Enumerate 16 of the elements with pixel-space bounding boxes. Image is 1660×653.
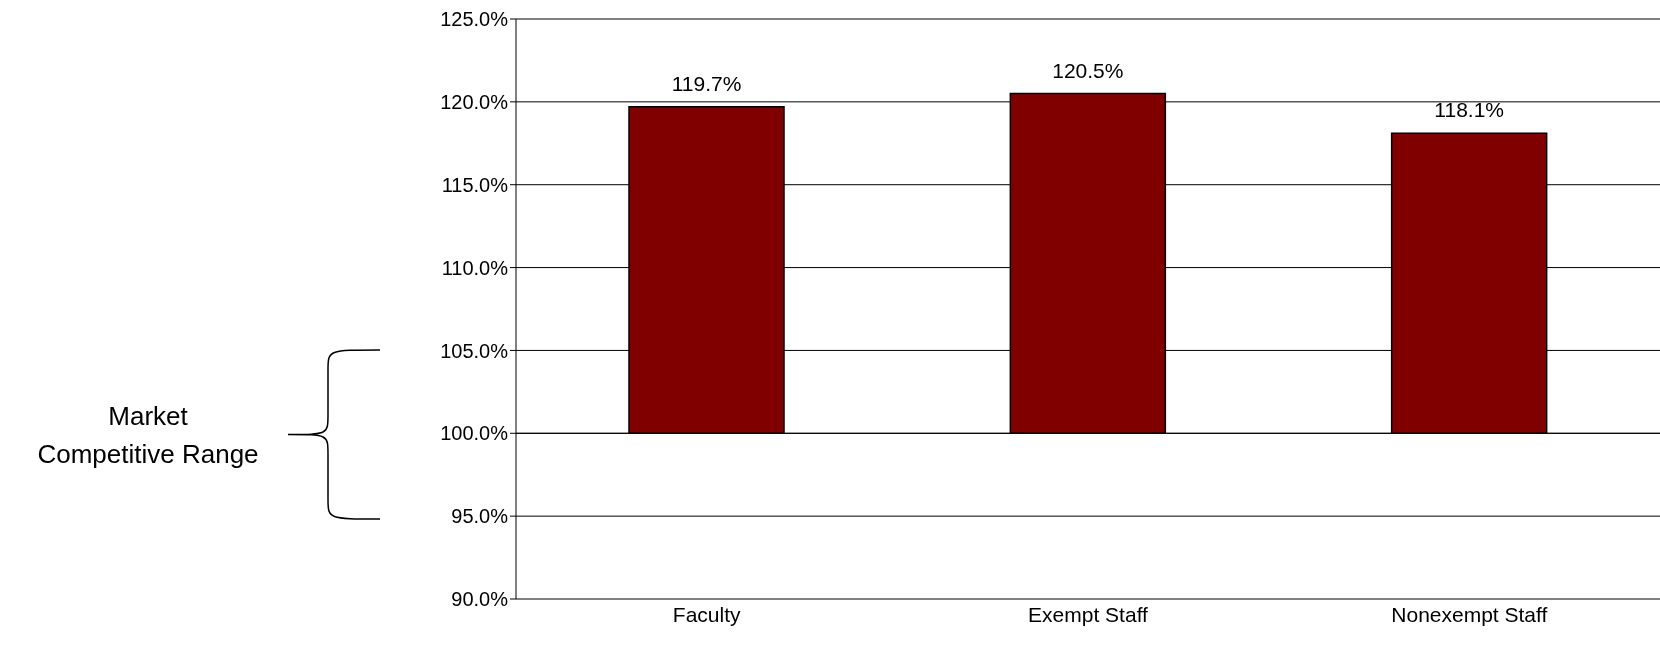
text: Competitive Range [36, 437, 260, 471]
x-tick-label: Nonexempt Staff [1391, 602, 1548, 626]
data-label: 119.7% [671, 71, 742, 95]
data-label: 118.1% [1434, 98, 1504, 122]
data-label: 120.5% [1052, 58, 1124, 82]
y-tick-label: 115.0% [441, 173, 509, 196]
y-tick-label: 110.0% [441, 256, 509, 279]
x-tick-label: Faculty [672, 602, 742, 626]
y-tick-label: 95.0% [451, 505, 509, 528]
text: Market [107, 399, 189, 433]
y-tick-label: 105.0% [440, 339, 509, 362]
y-tick-label: 100.0% [440, 422, 509, 445]
y-tick-label: 125.0% [440, 8, 509, 31]
x-tick-label: Exempt Staff [1028, 602, 1149, 626]
y-tick-label: 120.0% [440, 90, 509, 113]
y-tick-label: 90.0% [451, 588, 509, 611]
